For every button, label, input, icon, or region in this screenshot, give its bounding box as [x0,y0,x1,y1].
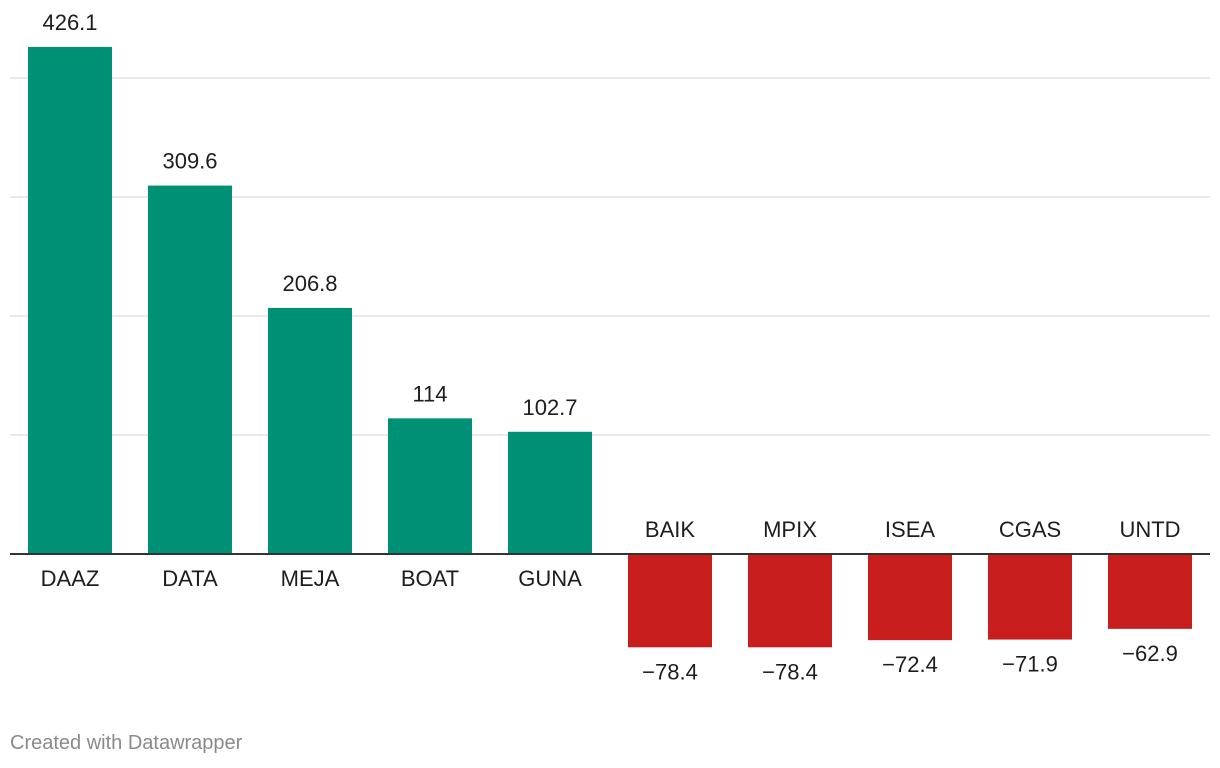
value-label-boat: 114 [412,381,447,406]
category-label-guna: GUNA [518,566,582,591]
value-label-isea: −72.4 [882,652,938,677]
category-label-mpix: MPIX [763,517,817,542]
value-label-untd: −62.9 [1122,641,1178,666]
bars [28,46,1192,648]
category-label-daaz: DAAZ [41,566,100,591]
bar-isea [868,554,952,641]
category-label-untd: UNTD [1119,517,1180,542]
bar-mpix [748,554,832,648]
category-label-cgas: CGAS [999,517,1061,542]
value-label-meja: 206.8 [282,271,337,296]
value-label-cgas: −71.9 [1002,652,1058,677]
category-label-boat: BOAT [401,566,459,591]
bar-guna [508,431,592,554]
bar-daaz [28,46,112,554]
category-label-meja: MEJA [281,566,340,591]
category-label-data: DATA [162,566,218,591]
bar-chart: 426.1 DAAZ 309.6 DATA 206.8 MEJA 114 BOAT 102.7 G… [10,10,1210,684]
chart-svg: 426.1 DAAZ 309.6 DATA 206.8 MEJA 114 BOAT 102.7 G… [10,10,1210,684]
bar-untd [1108,554,1192,629]
bar-data [148,185,232,555]
value-label-mpix: −78.4 [762,659,818,684]
bar-meja [268,307,352,554]
bar-baik [628,554,712,648]
bar-cgas [988,554,1072,640]
value-label-baik: −78.4 [642,659,698,684]
bar-boat [388,418,472,554]
category-label-isea: ISEA [885,517,935,542]
labels: 426.1 DAAZ 309.6 DATA 206.8 MEJA 114 BOAT 102.7 G… [41,10,1181,684]
value-label-daaz: 426.1 [42,10,97,35]
value-label-guna: 102.7 [522,395,577,420]
value-label-data: 309.6 [162,149,217,174]
credit-footer: Created with Datawrapper [10,732,243,754]
category-label-baik: BAIK [645,517,695,542]
